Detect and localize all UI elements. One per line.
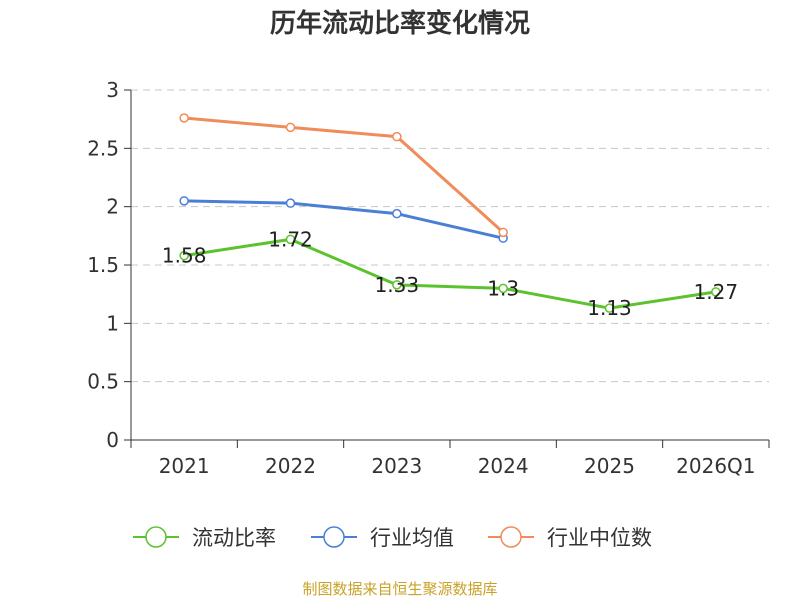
data-label: 1.58 [162, 244, 207, 268]
legend-marker-icon [145, 526, 167, 548]
data-point [179, 196, 189, 206]
legend-marker-icon [500, 526, 522, 548]
data-label: 1.27 [694, 280, 739, 304]
data-point [392, 280, 402, 290]
data-point [179, 250, 189, 261]
x-tick-label: 2023 [371, 454, 422, 478]
series-line-0 [183, 237, 717, 310]
data-point [498, 227, 508, 238]
y-tick-label: 2.5 [87, 136, 119, 160]
data-point [285, 198, 296, 208]
series-line-1 [184, 199, 504, 240]
data-point [392, 208, 402, 219]
data-label: 1.3 [487, 276, 519, 300]
y-tick-label: 1.5 [87, 253, 119, 277]
legend-label: 流动比率 [192, 526, 276, 550]
y-tick-label: 2 [106, 195, 119, 219]
data-point [392, 131, 402, 142]
x-tick-label: 2022 [265, 454, 316, 478]
series-line-2 [184, 116, 505, 234]
x-tick-label: 2024 [478, 454, 529, 478]
x-tick-label: 2026Q1 [676, 454, 755, 478]
data-point [285, 122, 296, 133]
data-point [711, 287, 721, 297]
y-tick-label: 0 [106, 428, 119, 452]
data-point [285, 234, 296, 245]
x-tick-label: 2025 [584, 454, 635, 478]
data-label: 1.72 [268, 227, 313, 251]
x-tick-label: 2021 [159, 454, 210, 478]
legend-label: 行业均值 [370, 526, 454, 550]
data-point [604, 303, 615, 313]
y-tick-label: 3 [106, 78, 119, 102]
legend-label: 行业中位数 [547, 526, 652, 550]
chart-title: 历年流动比率变化情况 [270, 8, 530, 39]
legend-marker-icon [323, 526, 345, 548]
y-tick-label: 0.5 [87, 370, 119, 394]
data-label: 1.13 [587, 296, 632, 320]
data-point [179, 113, 189, 123]
data-point [498, 283, 508, 294]
y-tick-label: 1 [106, 311, 119, 335]
data-label: 1.33 [375, 273, 420, 297]
footer-source: 制图数据来自恒生聚源数据库 [302, 580, 498, 598]
